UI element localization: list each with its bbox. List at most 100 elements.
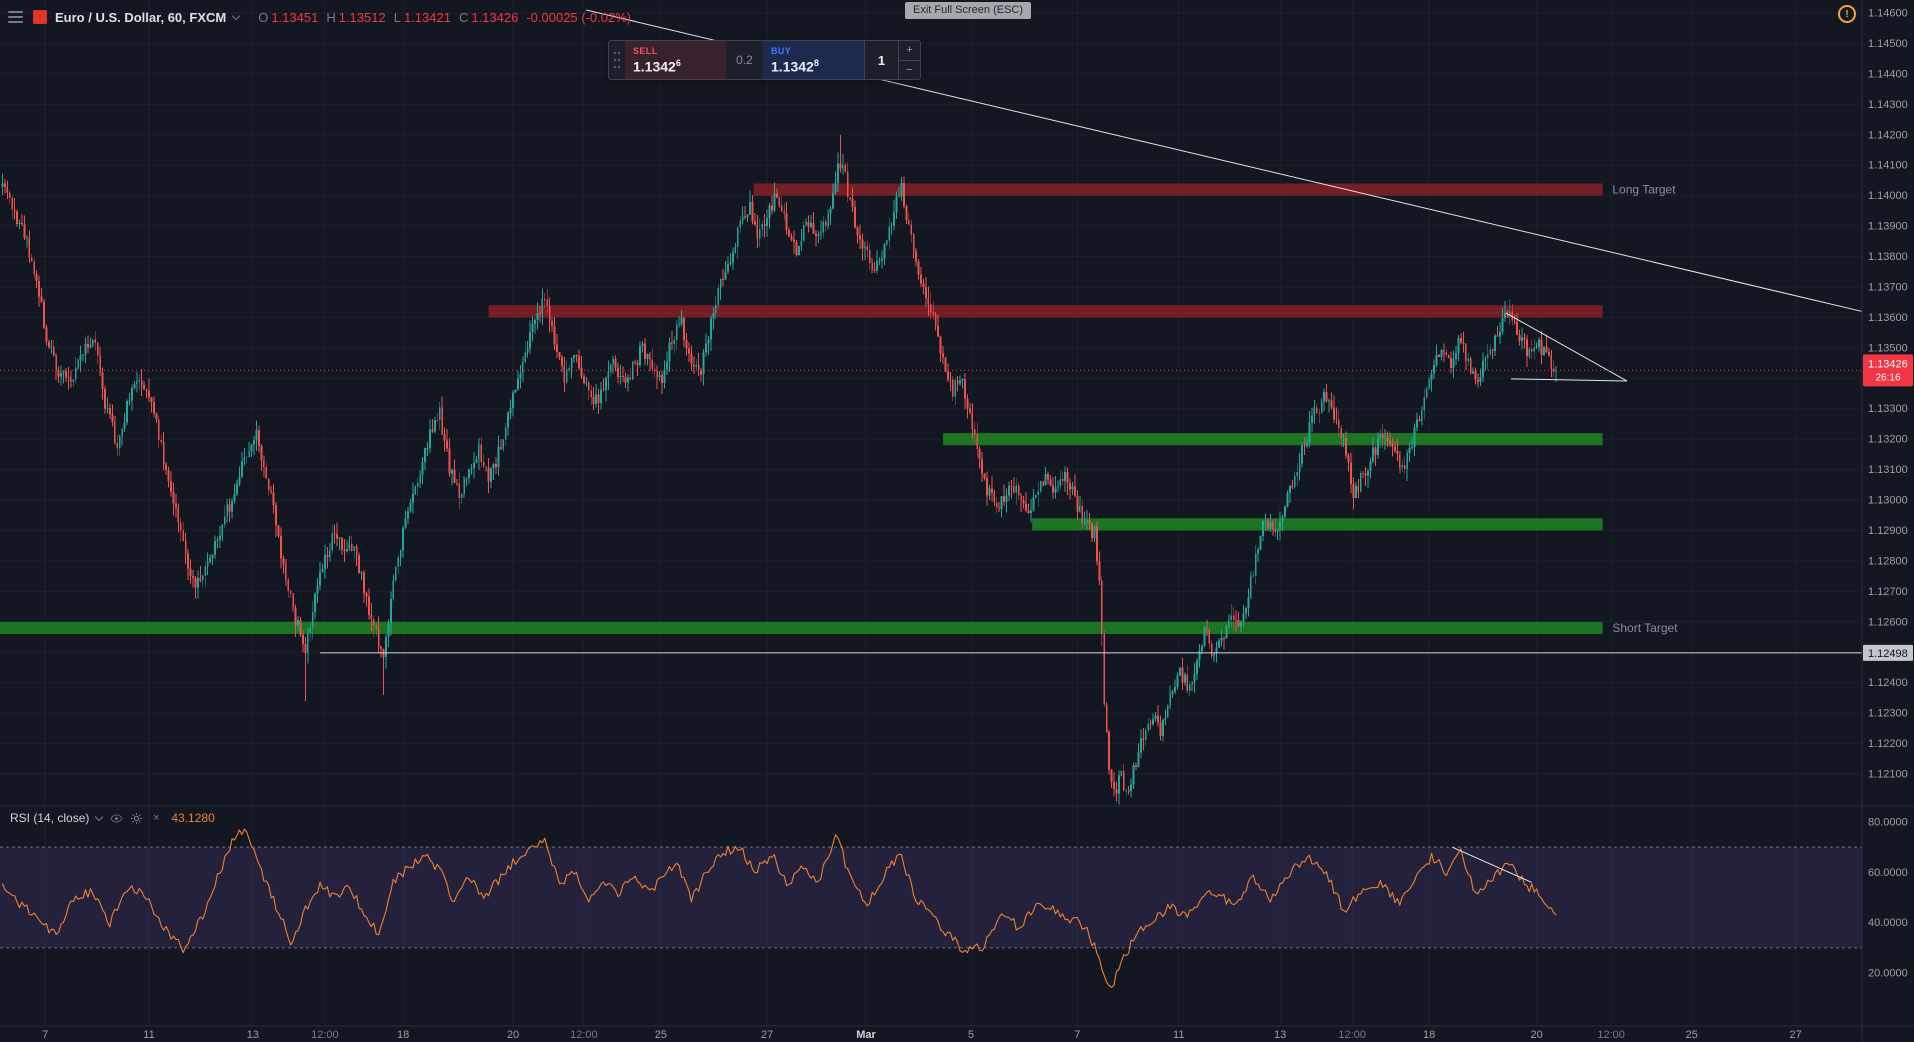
qty-increase-button[interactable]: + [899,41,920,61]
svg-text:1.14600: 1.14600 [1868,8,1908,20]
svg-text:Mar: Mar [856,1029,876,1041]
svg-text:12:00: 12:00 [570,1029,598,1041]
svg-text:1.13800: 1.13800 [1868,251,1908,263]
svg-text:1.14000: 1.14000 [1868,190,1908,202]
svg-text:5: 5 [968,1029,974,1041]
sell-label: SELL [633,45,658,56]
sell-price-sup: 6 [675,57,681,68]
svg-text:1.14300: 1.14300 [1868,99,1908,111]
svg-text:1.13500: 1.13500 [1868,342,1908,354]
svg-text:20: 20 [507,1029,519,1041]
svg-text:13: 13 [247,1029,259,1041]
price-zone[interactable] [753,183,1603,196]
sell-button[interactable]: SELL 1.13426 [625,41,726,79]
price-zone[interactable] [942,433,1603,446]
time-axis[interactable]: 7 11 13 12:00 18 20 12:00 25 27 Mar 5 7 11 13 12:00 18 2… [42,1029,1802,1041]
spread-value: 0.2 [736,53,753,67]
svg-text:1.13100: 1.13100 [1868,464,1908,476]
svg-text:25: 25 [655,1029,667,1041]
symbol-title[interactable]: Euro / U.S. Dollar, 60, FXCM [55,9,227,25]
buy-label: BUY [771,45,792,56]
svg-text:1.12300: 1.12300 [1868,708,1908,720]
svg-text:1.14500: 1.14500 [1868,38,1908,50]
svg-text:12:00: 12:00 [1597,1029,1625,1041]
svg-text:1.12700: 1.12700 [1868,586,1908,598]
rsi-band-fill [0,847,1862,948]
quantity-field[interactable]: 1 [864,41,898,79]
ohlc-low-label: L [393,9,401,25]
svg-text:Short Target: Short Target [1612,621,1678,635]
svg-text:7: 7 [1074,1029,1080,1041]
ohlc-close-label: C [458,9,469,25]
svg-text:7: 7 [42,1029,48,1041]
rsi-title[interactable]: RSI (14, close) [10,811,90,825]
zones-group[interactable] [0,183,1603,634]
svg-text:1.12400: 1.12400 [1868,677,1908,689]
buy-button[interactable]: BUY 1.13428 [763,41,864,79]
eye-icon[interactable] [109,811,123,825]
settings-icon[interactable] [129,811,143,825]
rsi-line[interactable] [1,828,1557,988]
svg-text:12:00: 12:00 [1338,1029,1366,1041]
svg-text:25: 25 [1686,1029,1698,1041]
svg-text:27: 27 [1789,1029,1801,1041]
svg-text:1.12100: 1.12100 [1868,769,1908,781]
rsi-header: RSI (14, close) × 43.1280 [10,811,215,825]
trend-line[interactable] [1505,312,1628,382]
svg-text:1.12900: 1.12900 [1868,525,1908,537]
svg-text:1.12498: 1.12498 [1868,648,1908,660]
price-zone[interactable] [0,621,1603,634]
chevron-down-icon[interactable] [232,12,240,20]
ohlc-readout: O 1.13451 H 1.13512 L 1.13421 C 1.13426 -0.0… [250,10,631,25]
qty-decrease-button[interactable]: − [906,63,913,76]
close-icon[interactable]: × [153,812,160,824]
price-axis[interactable]: 1.14600 1.14500 1.14400 1.14300 1.14200 1.141… [1612,8,1907,980]
ohlc-open-label: O [258,9,269,25]
sell-price: 1.13426 [633,57,681,75]
line-price-label: 1.12498 [1863,644,1913,661]
svg-text:40.0000: 40.0000 [1868,917,1908,929]
price-zone[interactable] [1032,518,1603,531]
svg-text:1.12600: 1.12600 [1868,616,1908,628]
svg-text:27: 27 [761,1029,773,1041]
svg-text:Long Target: Long Target [1612,183,1676,197]
svg-text:26:16: 26:16 [1875,372,1900,383]
chevron-down-icon[interactable] [95,813,103,821]
current-price-label: 1.13426 26:16 [1863,354,1913,387]
svg-text:1.13300: 1.13300 [1868,403,1908,415]
svg-text:1.12200: 1.12200 [1868,738,1908,750]
svg-text:20: 20 [1531,1029,1543,1041]
menu-icon[interactable] [8,11,23,23]
symbol-logo [33,10,47,24]
drag-handle-icon[interactable] [609,41,625,79]
candles-group[interactable] [1,134,1558,805]
svg-text:1.13600: 1.13600 [1868,312,1908,324]
rsi-trend-line[interactable] [1452,846,1532,883]
order-panel[interactable]: SELL 1.13426 0.2 BUY 1.13428 1 + − [608,40,921,80]
svg-text:1.13200: 1.13200 [1868,434,1908,446]
buy-price: 1.13428 [771,57,819,75]
svg-text:18: 18 [1423,1029,1435,1041]
svg-text:80.0000: 80.0000 [1868,817,1908,829]
svg-text:13: 13 [1274,1029,1286,1041]
exit-fullscreen-tooltip: Exit Full Screen (ESC) [905,2,1032,19]
svg-text:1.14200: 1.14200 [1868,129,1908,141]
ohlc-close-value: 1.13426 [471,9,519,25]
svg-text:20.0000: 20.0000 [1868,968,1908,980]
svg-text:1.13700: 1.13700 [1868,281,1908,293]
quantity-stepper: + − [898,41,920,79]
svg-text:11: 11 [1173,1029,1184,1041]
svg-text:1.13900: 1.13900 [1868,221,1908,233]
rsi-pane[interactable] [0,828,1862,988]
price-zone[interactable] [488,305,1603,318]
ohlc-low-value: 1.13421 [403,9,451,25]
trend-line[interactable] [1510,378,1628,382]
svg-text:60.0000: 60.0000 [1868,867,1908,879]
data-warning-icon[interactable]: ! [1838,5,1856,23]
svg-text:18: 18 [397,1029,409,1041]
svg-text:1.13426: 1.13426 [1868,358,1908,370]
